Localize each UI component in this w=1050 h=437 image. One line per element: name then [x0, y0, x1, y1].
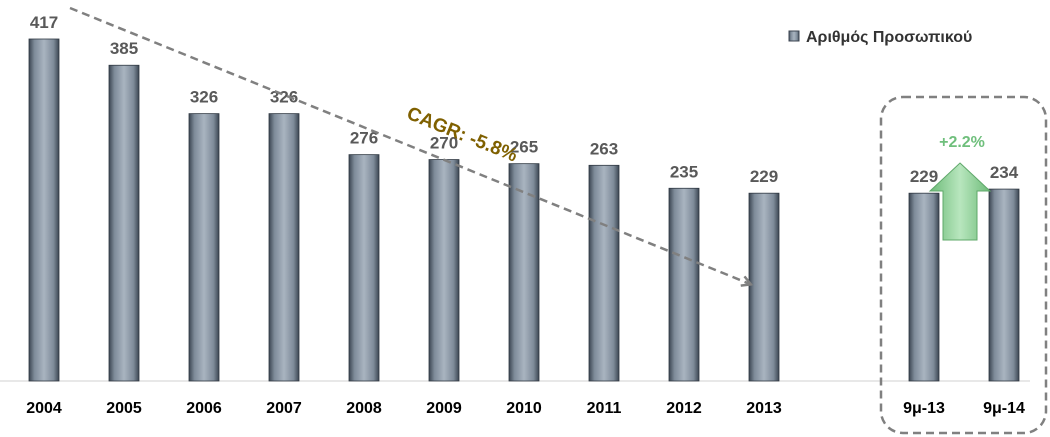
tick-label-2004: 2004	[26, 400, 62, 417]
bar-9μ-13	[908, 192, 940, 382]
tick-label-2008: 2008	[346, 400, 382, 417]
tick-label-2011: 2011	[587, 400, 622, 417]
legend: Αριθμός Προσωπικού	[788, 29, 972, 46]
legend-swatch	[788, 30, 800, 42]
value-label-2005: 385	[110, 39, 138, 58]
bars-group	[28, 38, 1020, 382]
bar-2005	[108, 64, 140, 382]
value-label-2006: 326	[190, 88, 218, 107]
bar-2011	[588, 164, 620, 382]
cagr-label: CAGR: -5.8%	[404, 103, 521, 166]
value-label-2013: 229	[750, 167, 778, 186]
value-label-9μ-14: 234	[990, 163, 1019, 182]
bar-2007	[268, 113, 300, 382]
value-label-2007: 326	[270, 88, 298, 107]
legend-label: Αριθμός Προσωπικού	[806, 29, 972, 46]
growth-label: +2.2%	[939, 134, 985, 151]
value-label-2008: 276	[350, 129, 378, 148]
tick-label-2013: 2013	[746, 400, 782, 417]
growth-up-arrow-icon	[928, 162, 992, 241]
bar-2008	[348, 154, 380, 382]
value-label-2012: 235	[670, 162, 698, 181]
tick-label-2012: 2012	[666, 400, 702, 417]
value-label-2004: 417	[30, 13, 58, 32]
tick-label-2009: 2009	[426, 400, 462, 417]
bar-2013	[748, 192, 780, 382]
bar-2009	[428, 159, 460, 382]
value-labels-group: 417 385 326 326 276 270 265 263 235 229 229 234	[30, 13, 1019, 186]
bar-2004	[28, 38, 60, 382]
tick-label-2005: 2005	[106, 400, 142, 417]
tick-label-9μ-13: 9μ-13	[903, 400, 945, 417]
tick-label-9μ-14: 9μ-14	[983, 400, 1025, 417]
tick-label-2010: 2010	[506, 400, 542, 417]
tick-labels-group: 2004 2005 2006 2007 2008 2009 2010 2011 2012 2013…	[26, 400, 1025, 417]
value-label-9μ-13: 229	[910, 167, 938, 186]
bar-9μ-14	[988, 188, 1020, 382]
value-label-2011: 263	[590, 139, 618, 158]
cagr-trend-arrow	[69, 6, 750, 284]
tick-label-2006: 2006	[186, 400, 222, 417]
value-label-2009: 270	[430, 134, 458, 153]
bar-2010	[508, 163, 540, 382]
value-label-2010: 265	[510, 138, 538, 157]
tick-label-2007: 2007	[266, 400, 302, 417]
bar-2012	[668, 187, 700, 382]
bar-2006	[188, 113, 220, 382]
ytd-highlight-box	[879, 95, 1048, 435]
